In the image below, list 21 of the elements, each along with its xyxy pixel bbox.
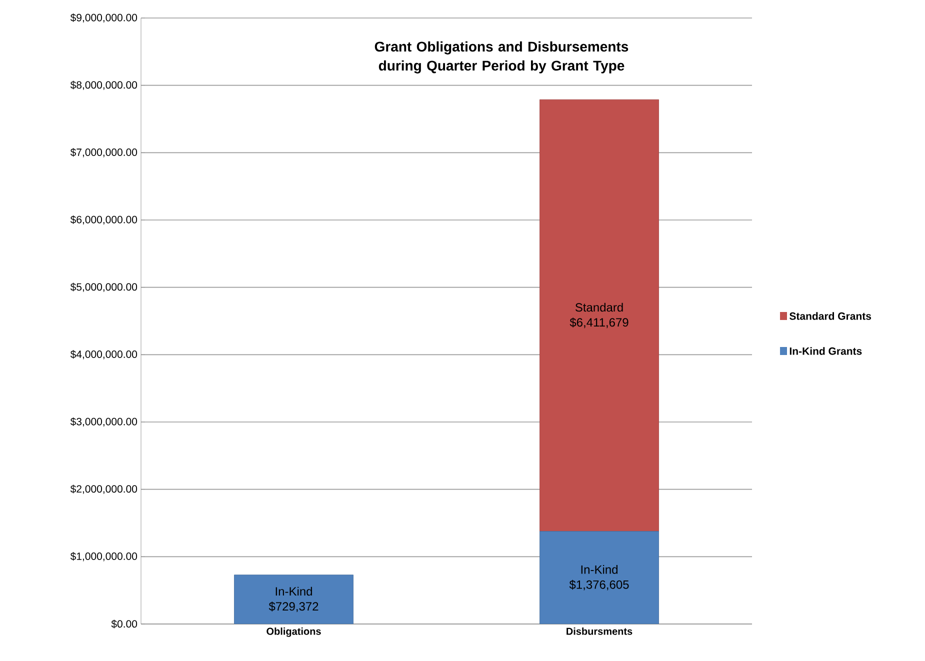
y-tick-label: $1,000,000.00 bbox=[70, 552, 138, 562]
legend-label: In-Kind Grants bbox=[790, 347, 862, 355]
x-tick-label: Disbursments bbox=[566, 628, 632, 635]
y-tick-label: $0.00 bbox=[111, 620, 138, 628]
y-tick-label: $7,000,000.00 bbox=[70, 148, 138, 158]
legend-label: Standard Grants bbox=[790, 312, 872, 320]
bar bbox=[234, 574, 354, 624]
data-label: In-Kind $729,372 bbox=[268, 586, 318, 612]
bar bbox=[540, 531, 659, 624]
y-tick-label: $9,000,000.00 bbox=[70, 13, 138, 23]
y-tick-label: $6,000,000.00 bbox=[70, 215, 138, 225]
y-tick-label: $3,000,000.00 bbox=[70, 417, 138, 427]
text: Grant Obligations and Disbursements during Quarter Period by Grant Type bbox=[374, 41, 628, 74]
y-tick-label: $4,000,000.00 bbox=[70, 350, 138, 360]
y-tick-label: $5,000,000.00 bbox=[70, 282, 138, 292]
bar bbox=[540, 99, 659, 532]
data-label: Standard $6,411,679 bbox=[570, 302, 628, 328]
x-tick-label: Obligations bbox=[266, 628, 321, 637]
y-tick-label: $2,000,000.00 bbox=[70, 484, 138, 494]
data-label: In-Kind $1,376,605 bbox=[569, 565, 629, 590]
y-tick-label: $8,000,000.00 bbox=[70, 80, 138, 90]
